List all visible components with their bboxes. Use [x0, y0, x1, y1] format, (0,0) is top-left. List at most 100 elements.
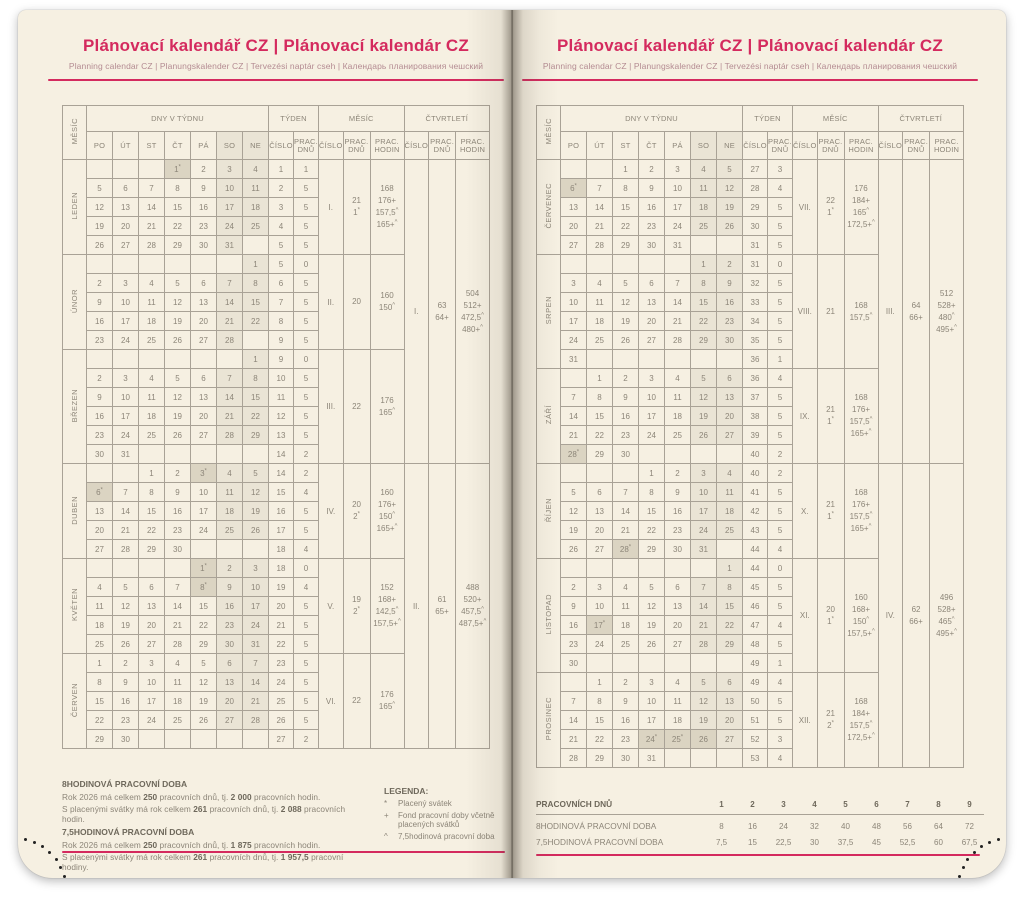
day-cell: 14	[242, 672, 269, 692]
day-header-čt: ČT	[638, 131, 665, 160]
day-cell: 3	[112, 273, 139, 293]
week-row: ÚNOR 1 5 0 II. 20 160 150^	[62, 254, 490, 350]
week-workdays-cell: 5	[293, 710, 319, 730]
day-cell: 4	[690, 159, 717, 179]
day-cell: 22	[242, 406, 269, 426]
day-cell: 19	[612, 311, 639, 331]
day-cell: 19	[164, 406, 191, 426]
day-cell: 23	[612, 425, 639, 445]
day-cell: 13	[190, 387, 217, 407]
week-workdays-cell: 5	[767, 520, 793, 540]
day-cell: 25	[612, 634, 639, 654]
day-cell: 25	[690, 216, 717, 236]
week-workdays-cell: 5	[293, 292, 319, 312]
day-cell	[690, 558, 717, 578]
day-cell: 26	[112, 634, 139, 654]
week-row: 27 28 29 30 18 4	[63, 539, 490, 559]
day-cell: 23	[86, 330, 113, 350]
legend-symbol: +	[384, 811, 389, 820]
day-cell: 19	[112, 615, 139, 635]
day-cell: 11	[86, 596, 113, 616]
workdays-column-header: 3	[781, 799, 786, 809]
day-cell	[690, 235, 717, 255]
day-cell: 8	[164, 178, 191, 198]
sub-header: ČÍSLO	[877, 131, 904, 160]
day-cell	[138, 444, 165, 464]
day-cell: 12	[716, 178, 743, 198]
day-cell: 9	[716, 273, 743, 293]
day-cell: 22	[138, 520, 165, 540]
day-cell	[560, 368, 587, 388]
month-side-label: MĚSÍC	[70, 118, 79, 145]
week-row: 16 17 18 19 20 21 22 8 5	[63, 311, 490, 331]
week-number-cell: 6	[268, 273, 294, 293]
stitch-dot	[997, 837, 1001, 841]
header-sub-row: PO ÚT ST ČT PÁ SO NE ČÍSLO PRAC. DNŮ ČÍSLO PRAC. DNŮ…	[537, 131, 965, 160]
day-cell	[690, 653, 717, 673]
days-of-week-header: DNY V TÝDNU	[560, 105, 743, 132]
month-name-cell: PROSINEC	[536, 672, 561, 768]
day-cell: 25	[138, 425, 165, 445]
day-cell: 7	[216, 368, 243, 388]
day-cell: 6	[190, 273, 217, 293]
month-name-cell: LISTOPAD	[536, 558, 561, 673]
day-cell: 2	[86, 368, 113, 388]
day-header-út: ÚT	[112, 131, 139, 160]
week-workdays-cell: 3	[767, 729, 793, 749]
week-workdays-cell: 5	[767, 482, 793, 502]
day-cell: 1	[586, 368, 613, 388]
day-cell	[716, 653, 743, 673]
day-cell: 25*	[664, 729, 691, 749]
month-name: LEDEN	[70, 192, 79, 220]
week-workdays-cell: 1	[767, 349, 793, 369]
week-row: 14 15 16 17 18 19 20 51 5	[537, 710, 964, 730]
day-cell	[664, 653, 691, 673]
week-row: 27 28 29 30 31 31 5	[537, 235, 964, 255]
month-hours-cell: 168 176+ 157,5^ 165+^	[843, 463, 879, 559]
week-workdays-cell: 5	[767, 634, 793, 654]
week-row: 25 26 27 28 29 30 31 22 5	[63, 634, 490, 654]
workdays-column-header: 5	[843, 799, 848, 809]
month-name: ZÁŘÍ	[544, 405, 553, 425]
workdays-column-header: 8	[936, 799, 941, 809]
day-cell: 15	[242, 292, 269, 312]
month-group-header: MĚSÍC	[792, 105, 879, 132]
week-number-cell: 38	[742, 406, 768, 426]
day-cell: 4	[612, 577, 639, 597]
header-rule	[48, 79, 504, 81]
sub-header: PRAC. DNŮ	[428, 131, 457, 160]
day-cell: 21	[560, 425, 587, 445]
month-hours-cell: 168 176+ 157,5^ 165+^	[843, 368, 879, 464]
day-cell: 9	[112, 672, 139, 692]
month-number-cell: III.	[318, 349, 344, 464]
day-cell: 23	[112, 710, 139, 730]
day-cell	[112, 463, 139, 483]
day-cell: 16	[612, 406, 639, 426]
week-number-cell: 25	[268, 691, 294, 711]
day-cell	[690, 349, 717, 369]
week-row: ČERVENEC 1 2 3 4 5 27 3 VII. 22 1* 176 184+ 165^ 172,5…	[536, 159, 965, 464]
week-workdays-cell: 4	[767, 178, 793, 198]
quarter-group-header: ČTVRTLETÍ	[403, 105, 491, 132]
legend-item: + Fond pracovní doby včetně placených svá…	[384, 811, 502, 829]
day-cell: 24	[586, 634, 613, 654]
day-cell: 15	[638, 501, 665, 521]
day-cell: 24	[216, 216, 243, 236]
day-cell: 5	[560, 482, 587, 502]
day-cell	[138, 159, 165, 179]
day-cell: 9	[612, 691, 639, 711]
week-workdays-cell: 4	[293, 577, 319, 597]
week-row: 20 21 22 23 24 25 26 30 5	[537, 216, 964, 236]
day-cell: 8*	[190, 577, 217, 597]
workdays-value: 30	[810, 837, 819, 847]
day-cell: 15	[190, 596, 217, 616]
day-cell: 7	[690, 577, 717, 597]
day-cell: 27	[138, 634, 165, 654]
day-cell: 22	[586, 729, 613, 749]
week-row: 24 25 26 27 28 29 30 35 5	[537, 330, 964, 350]
day-cell	[190, 349, 217, 369]
day-cell: 15	[164, 197, 191, 217]
week-row: 14 15 16 17 18 19 20 38 5	[537, 406, 964, 426]
week-workdays-cell: 2	[767, 444, 793, 464]
month-name: ČERVEN	[70, 682, 79, 718]
